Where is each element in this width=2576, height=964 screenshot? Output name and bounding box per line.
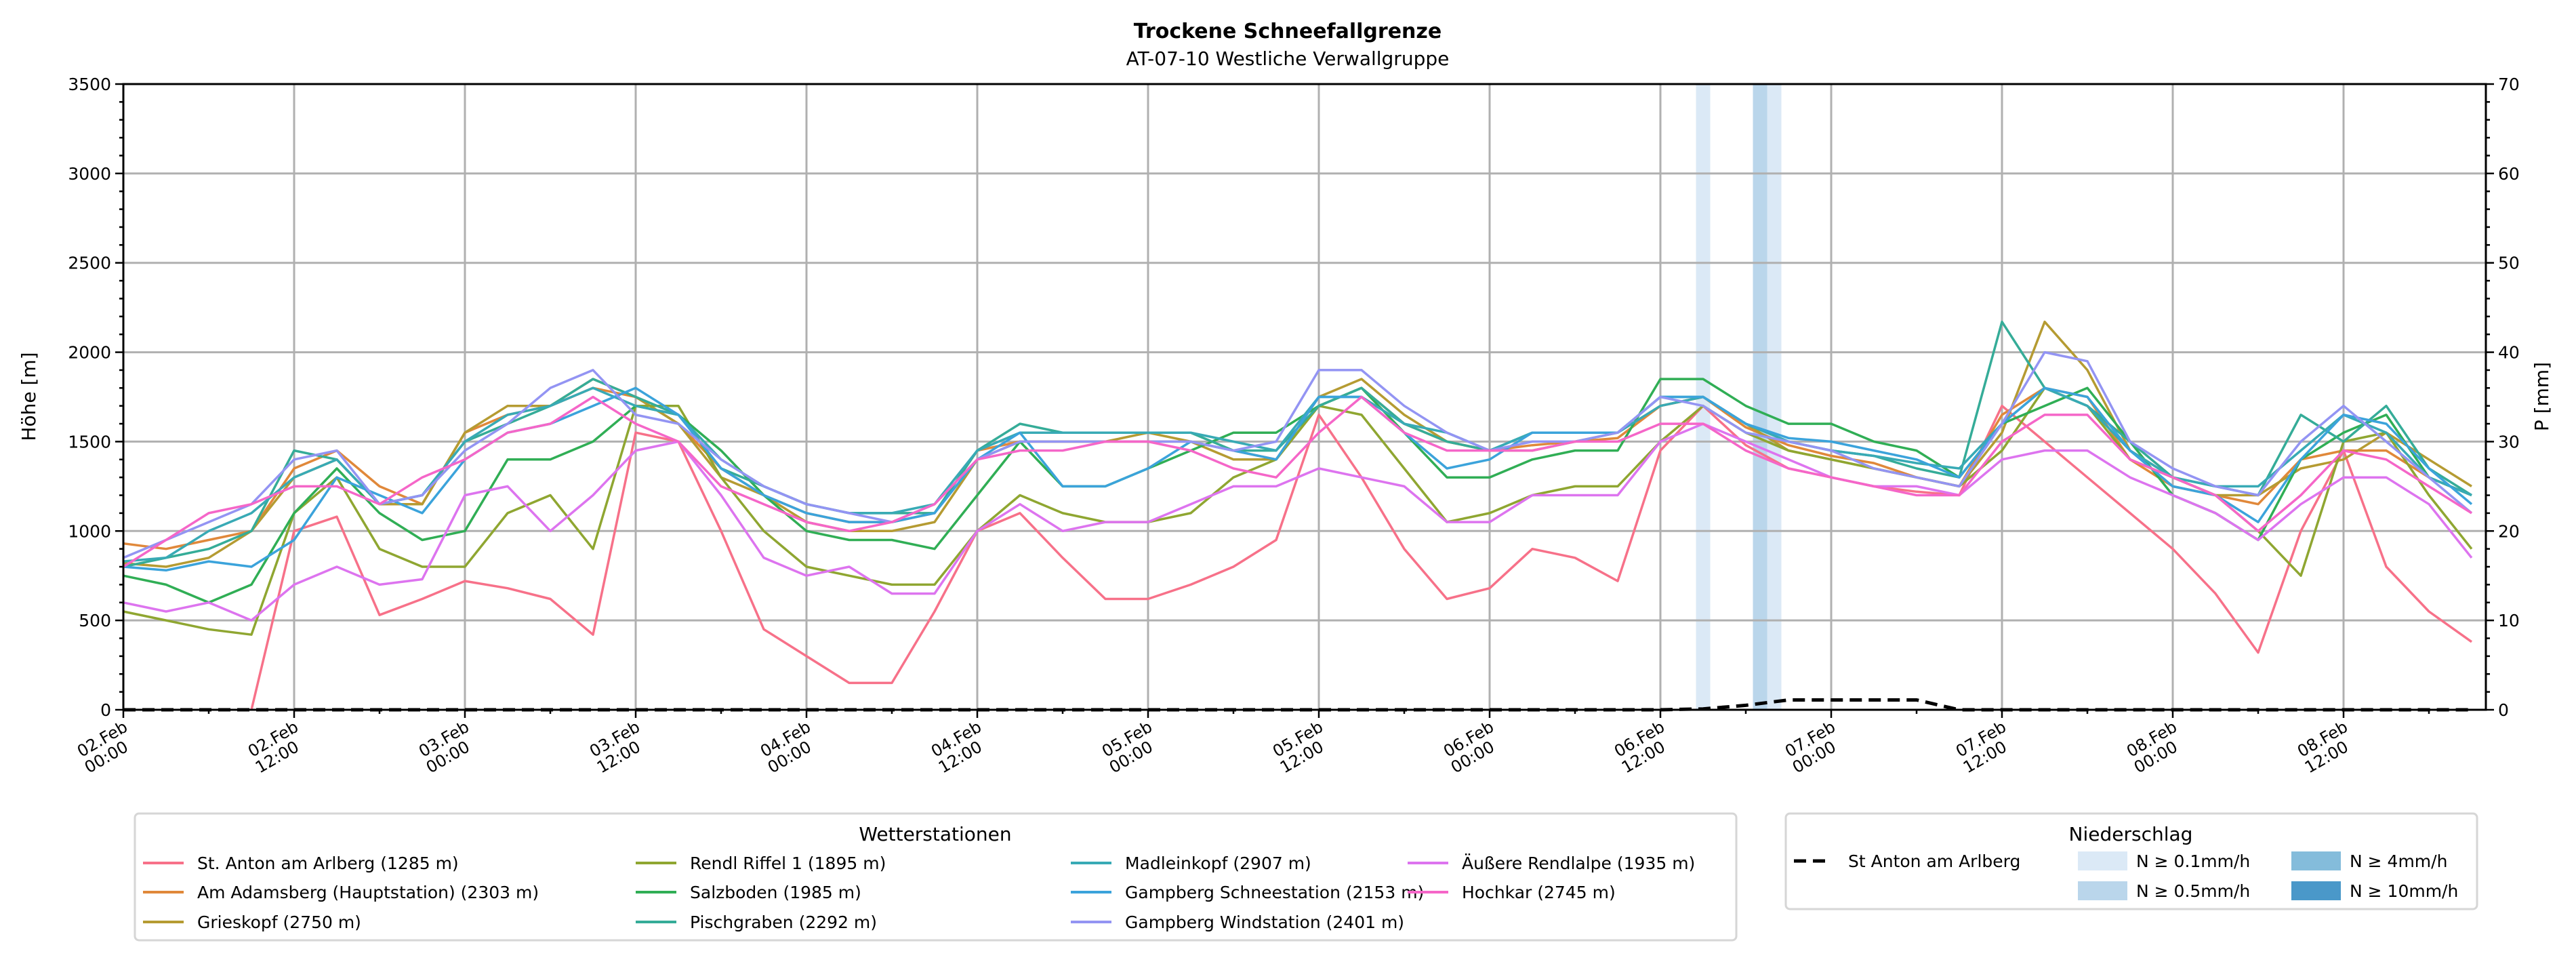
y-tick-label: 500 [79,611,111,630]
legend-label: Rendl Riffel 1 (1895 m) [690,853,886,873]
legend-label: Äußere Rendlalpe (1935 m) [1462,853,1695,873]
precipitation-band [1767,84,1782,710]
legend-label: N ≥ 10mm/h [2350,881,2458,901]
legend-label: N ≥ 0.5mm/h [2136,881,2250,901]
y-tick-label: 2000 [68,343,111,363]
y-tick-label: 3500 [68,75,111,94]
y-right-tick-label: 60 [2498,164,2520,184]
y-tick-label: 1000 [68,521,111,541]
y-tick-label: 2500 [68,254,111,273]
y-right-tick-label: 20 [2498,521,2520,541]
plot-frame [122,83,2487,711]
precipitation-bands [1696,84,1782,710]
legend-title: Niederschlag [2069,823,2193,845]
axes: 0 500 1000 1500 2000 2500 3000 3500 0 10 20 30 40 50 6… [68,75,2519,777]
series-line-6 [123,386,2472,563]
y-axis-right-label: P [mm] [2531,362,2553,431]
legend-label: Madleinkopf (2907 m) [1125,853,1311,873]
grid-lines [122,83,2486,711]
precipitation-line [123,698,2472,712]
series-line-1 [123,386,2472,550]
series-line-8 [123,350,2473,559]
legend-label: N ≥ 4mm/h [2350,851,2447,871]
y-axis-label: Höhe [m] [18,352,40,441]
y-right-tick-label: 30 [2498,432,2520,451]
legend-wetterstationen: Wetterstationen St. Anton am Arlberg (128… [134,812,1738,942]
legend-label: Hochkar (2745 m) [1462,883,1616,902]
legend-label: N ≥ 0.1mm/h [2136,851,2250,871]
y-tick-label: 3000 [68,164,111,184]
legend-label: Salzboden (1985 m) [690,883,861,902]
y-right-tick-label: 10 [2498,611,2520,630]
precipitation-series-line [123,698,2472,712]
precipitation-band [1753,84,1767,710]
legend-label: Gampberg Windstation (2401 m) [1125,912,1404,932]
legend-label: St. Anton am Arlberg (1285 m) [197,853,459,873]
series-line-9 [123,422,2473,622]
y-tick-label: 1500 [68,432,111,451]
y-right-tick-label: 50 [2498,254,2520,273]
legend-patch [2078,881,2127,900]
legend-title: Wetterstationen [859,823,1011,845]
y-right-tick-label: 0 [2498,700,2509,720]
y-right-tick-label: 40 [2498,343,2520,363]
legend-box [134,812,1738,942]
legend-label: Grieskopf (2750 m) [197,912,361,932]
legend-label: Am Adamsberg (Hauptstation) (2303 m) [197,883,539,902]
y-right-tick-label: 70 [2498,75,2520,94]
legend-label: St Anton am Arlberg [1848,851,2020,871]
series-line-10 [123,395,2472,568]
chart-title: Trockene Schneefallgrenze [1134,20,1442,43]
legend-label: Gampberg Schneestation (2153 m) [1125,883,1424,902]
chart-subtitle: AT-07-10 Westliche Verwallgruppe [1126,47,1450,70]
legend-patch [2291,851,2341,870]
legend-label: Pischgraben (2292 m) [690,912,877,932]
legend-patch [2291,881,2341,900]
legend-niederschlag: Niederschlag St Anton am Arlberg N ≥ 0.1mm… [1784,812,2478,910]
legend-patch [2078,851,2127,870]
y-tick-label: 0 [100,700,111,720]
series-line-4 [123,378,2472,604]
series-lines [123,320,2473,710]
